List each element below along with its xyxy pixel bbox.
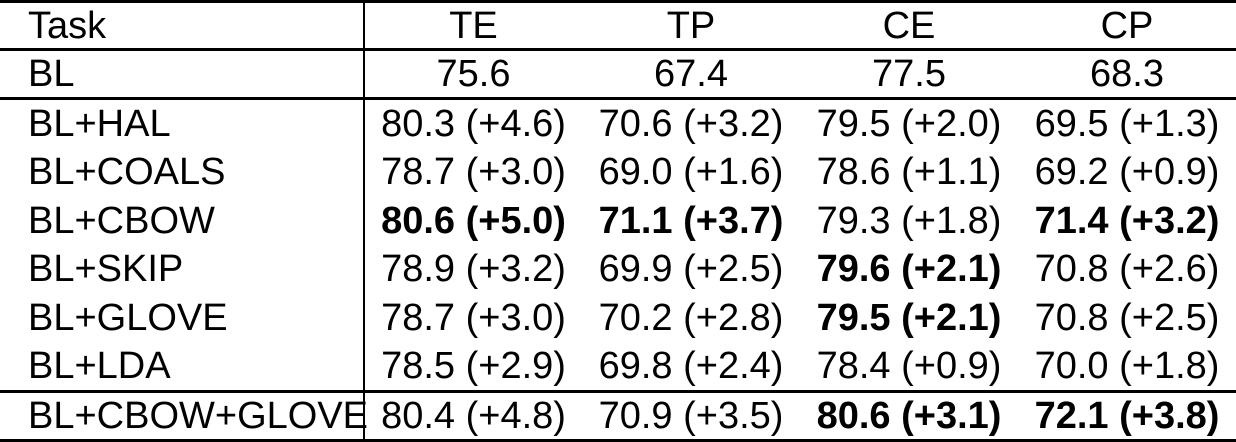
value-cell: 78.9 (+3.2) (381, 248, 566, 291)
task-cell: BL+CBOW+GLOVE (0, 390, 368, 441)
table-row: BL+CBOW 80.6 (+5.0) 71.1 (+3.7) 79.3 (+1.8)… (0, 196, 1236, 245)
table-row: BL+GLOVE 78.7 (+3.0) 70.2 (+2.8) 79.5 (+2.1… (0, 293, 1236, 343)
value-cell: 70.8 (+2.6) (1034, 248, 1220, 291)
value-cell: 78.4 (+0.9) (816, 345, 1002, 388)
value-cell: 80.3 (+4.6) (364, 96, 582, 148)
value-cell: 70.2 (+2.8) (598, 297, 784, 340)
value-cell: 71.4 (+3.2) (1034, 199, 1220, 242)
value-cell: 72.1 (+3.8) (1018, 390, 1236, 441)
value-cell: 70.8 (+2.5) (1034, 297, 1220, 340)
section-single-embedding: BL+HAL 80.3 (+4.6) 70.6 (+3.2) 79.5 (+2.0) 6… (0, 96, 1236, 392)
value-cell: 69.5 (+1.3) (1018, 96, 1236, 148)
header-row: Task TE TP CE CP (0, 1, 1236, 50)
table-row: BL+SKIP 78.9 (+3.2) 69.9 (+2.5) 79.6 (+2.1)… (0, 245, 1236, 294)
value-cell: 79.3 (+1.8) (816, 199, 1002, 242)
column-header-cp: CP (1100, 4, 1154, 47)
table-row: BL+COALS 78.7 (+3.0) 69.0 (+1.6) 78.6 (+1.1… (0, 147, 1236, 197)
task-cell: BL+CBOW (0, 196, 365, 245)
column-header-te: TE (449, 4, 498, 47)
value-cell: 79.5 (+2.0) (800, 96, 1018, 148)
column-header-task: Task (0, 1, 365, 50)
task-cell: BL+COALS (0, 147, 365, 197)
value-cell: 71.1 (+3.7) (598, 199, 784, 242)
section-baseline: BL 75.6 67.4 77.5 68.3 (0, 48, 1236, 99)
value-cell: 78.7 (+3.0) (381, 297, 566, 340)
table-row: BL+CBOW+GLOVE 80.4 (+4.8) 70.9 (+3.5) 80.6 … (0, 390, 1236, 441)
value-cell: 80.6 (+3.1) (800, 390, 1018, 441)
value-cell: 79.6 (+2.1) (816, 248, 1002, 291)
task-cell: BL (0, 48, 365, 99)
column-header-tp: TP (666, 4, 716, 47)
table-row: BL+HAL 80.3 (+4.6) 70.6 (+3.2) 79.5 (+2.0) 6… (0, 96, 1236, 148)
value-cell: 69.0 (+1.6) (598, 150, 784, 193)
table-row: BL+LDA 78.5 (+2.9) 69.8 (+2.4) 78.4 (+0.9) 7… (0, 342, 1236, 392)
task-cell: BL+LDA (0, 342, 365, 392)
value-cell: 70.6 (+3.2) (582, 96, 800, 148)
value-cell: 78.7 (+3.0) (381, 150, 566, 193)
value-cell: 69.8 (+2.4) (598, 345, 784, 388)
value-cell: 70.0 (+1.8) (1034, 345, 1220, 388)
table-row: BL 75.6 67.4 77.5 68.3 (0, 48, 1236, 99)
task-cell: BL+HAL (0, 96, 365, 148)
value-cell: 77.5 (800, 48, 1018, 99)
value-cell: 80.6 (+5.0) (381, 199, 566, 242)
value-cell: 69.2 (+0.9) (1034, 150, 1220, 193)
value-cell: 70.9 (+3.5) (582, 390, 800, 441)
value-cell: 79.5 (+2.1) (816, 297, 1002, 340)
section-combined-embedding: BL+CBOW+GLOVE 80.4 (+4.8) 70.9 (+3.5) 80.6 … (0, 390, 1236, 441)
value-cell: 69.9 (+2.5) (598, 248, 784, 291)
task-cell: BL+GLOVE (0, 293, 365, 343)
value-cell: 67.4 (582, 48, 800, 99)
task-cell: BL+SKIP (0, 245, 365, 294)
value-cell: 75.6 (364, 48, 582, 99)
value-cell: 68.3 (1018, 48, 1236, 99)
value-cell: 80.4 (+4.8) (364, 390, 582, 441)
value-cell: 78.5 (+2.9) (381, 345, 566, 388)
column-header-ce: CE (882, 4, 936, 47)
value-cell: 78.6 (+1.1) (816, 150, 1002, 193)
